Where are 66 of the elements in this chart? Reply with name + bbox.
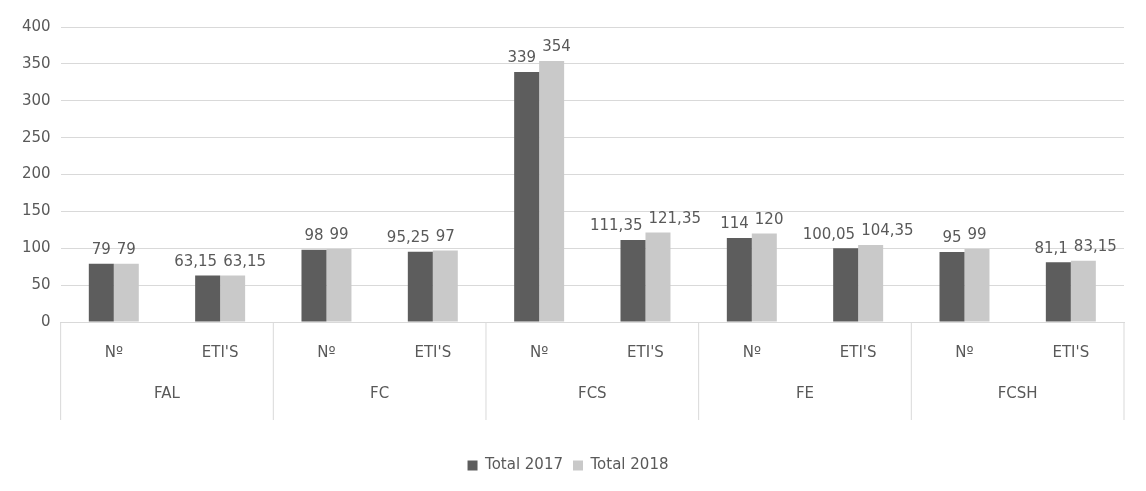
text: FCS [578, 383, 607, 402]
y-tick-label: 250 [21, 127, 51, 146]
data-label: 97 [435, 226, 455, 245]
data-label: 79 [91, 240, 111, 259]
x-tick-label: ETI'S [627, 342, 664, 361]
bar [726, 237, 752, 322]
x-tick-label: Nº [530, 342, 549, 361]
bar [113, 263, 139, 322]
data-label: 63,15 [174, 251, 218, 270]
y-tick-label: 300 [21, 90, 51, 109]
text: FCSH [997, 383, 1038, 402]
data-label: 114 [720, 214, 749, 233]
y-tick-label: 50 [31, 275, 51, 294]
bar [301, 249, 327, 322]
data-label: 99 [329, 225, 349, 244]
data-label: 79 [116, 240, 136, 259]
y-tick-label: 400 [21, 16, 51, 35]
x-tick-label: Nº [317, 342, 336, 361]
y-tick-label: 0 [41, 311, 51, 330]
x-tick-label: ETI'S [839, 342, 877, 361]
bar [88, 263, 114, 322]
legend-label: Total 2018 [589, 455, 669, 474]
data-label: 95 [942, 228, 962, 247]
bar [620, 239, 646, 322]
data-label: 98 [304, 226, 324, 245]
data-label: 354 [542, 37, 571, 56]
data-label: 99 [967, 225, 987, 244]
x-tick-label: Nº [104, 342, 123, 361]
text: FAL [154, 383, 181, 402]
x-tick-label: ETI'S [1052, 342, 1090, 361]
text: FC [370, 383, 390, 402]
data-label: 100,05 [802, 224, 856, 243]
data-label: 83,15 [1073, 237, 1117, 256]
data-label: 95,25 [386, 228, 430, 247]
y-tick-label: 150 [21, 201, 51, 220]
data-label: 120 [754, 209, 784, 228]
bar [939, 251, 965, 322]
data-label: 121,35 [648, 208, 701, 227]
data-label: 63,15 [223, 251, 267, 270]
x-tick-label: Nº [955, 342, 974, 361]
data-label: 81,1 [1034, 238, 1068, 257]
bar [432, 250, 458, 322]
bar [514, 71, 540, 322]
bar [645, 232, 671, 322]
y-tick-label: 100 [21, 238, 51, 257]
bar [195, 275, 221, 322]
y-tick-label: 350 [21, 53, 51, 72]
text: FE [795, 383, 815, 402]
y-tick-label: 200 [21, 164, 51, 183]
legend-label: Total 2017 [484, 455, 564, 474]
x-tick-label: Nº [742, 342, 761, 361]
bar [1045, 262, 1071, 322]
bar [833, 248, 859, 322]
bar [539, 60, 565, 322]
bar [858, 245, 884, 322]
bar [407, 251, 433, 322]
bar [1070, 260, 1096, 322]
bar [964, 248, 990, 322]
bar [220, 275, 246, 322]
data-label: 104,35 [861, 221, 914, 240]
bar [751, 233, 777, 322]
x-tick-label: ETI'S [201, 342, 239, 361]
x-tick-label: ETI'S [414, 342, 452, 361]
data-label: 111,35 [589, 216, 643, 235]
data-label: 339 [507, 48, 537, 67]
bar [326, 248, 352, 322]
